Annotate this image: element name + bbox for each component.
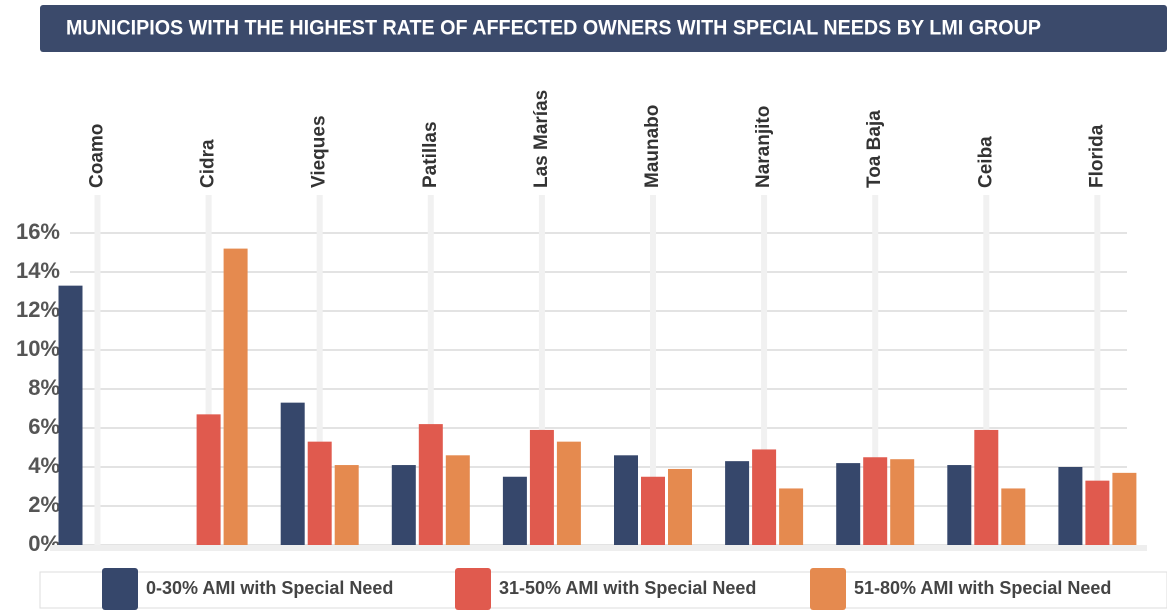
legend-label: 0-30% AMI with Special Need (146, 578, 393, 598)
y-tick-label: 12% (16, 297, 60, 322)
bar (58, 285, 83, 545)
x-tick-label: Florida (1086, 124, 1107, 188)
legend (39, 571, 1167, 609)
x-tick-label: Vieques (309, 115, 330, 188)
bar (502, 476, 527, 545)
bar (307, 441, 332, 545)
bar (1001, 488, 1026, 545)
bar (614, 455, 638, 545)
bar (418, 424, 443, 545)
bar (863, 457, 888, 545)
floor (50, 545, 1147, 551)
x-tick-label: Patillas (420, 121, 441, 188)
legend-label: 51-80% AMI with Special Need (854, 578, 1111, 598)
y-tick-label: 14% (16, 258, 60, 283)
y-tick-label: 2% (28, 492, 60, 517)
y-tick-label: 6% (28, 414, 60, 439)
y-tick-label: 8% (28, 375, 60, 400)
legend-swatch (102, 568, 138, 610)
x-tick-label: Cidra (198, 139, 219, 188)
title-banner (40, 5, 1167, 52)
bar (1112, 472, 1137, 545)
legend-label: 31-50% AMI with Special Need (499, 578, 756, 598)
bar (196, 414, 221, 545)
x-tick-label: Naranjito (753, 106, 774, 188)
bar (668, 468, 692, 545)
bar (391, 465, 416, 545)
bar (1085, 480, 1110, 545)
legend-swatch (455, 568, 491, 610)
x-tick-label: Maunabo (642, 105, 663, 188)
y-tick-label: 10% (16, 336, 60, 361)
y-tick-label: 0% (28, 531, 60, 556)
legend-swatch (810, 568, 846, 610)
bar (974, 429, 999, 545)
bar (779, 488, 804, 545)
y-tick-label: 4% (28, 453, 60, 478)
x-tick-label: Ceiba (975, 136, 996, 188)
bar (752, 449, 777, 545)
bar (836, 463, 861, 545)
bar (725, 461, 750, 545)
y-tick-label: 16% (16, 219, 60, 244)
bar (280, 402, 305, 545)
bar (334, 465, 359, 545)
bar (223, 248, 248, 545)
bar (890, 459, 915, 545)
bar (445, 455, 470, 545)
bar (947, 465, 972, 545)
x-tick-label: Coamo (87, 124, 108, 188)
bar (556, 441, 581, 545)
x-tick-label: Toa Baja (864, 110, 885, 188)
x-tick-label: Las Marías (531, 90, 552, 188)
bar (1058, 467, 1083, 545)
chart-title: MUNICIPIOS WITH THE HIGHEST RATE OF AFFE… (66, 17, 1041, 40)
bar (529, 429, 554, 545)
bar (641, 476, 665, 545)
